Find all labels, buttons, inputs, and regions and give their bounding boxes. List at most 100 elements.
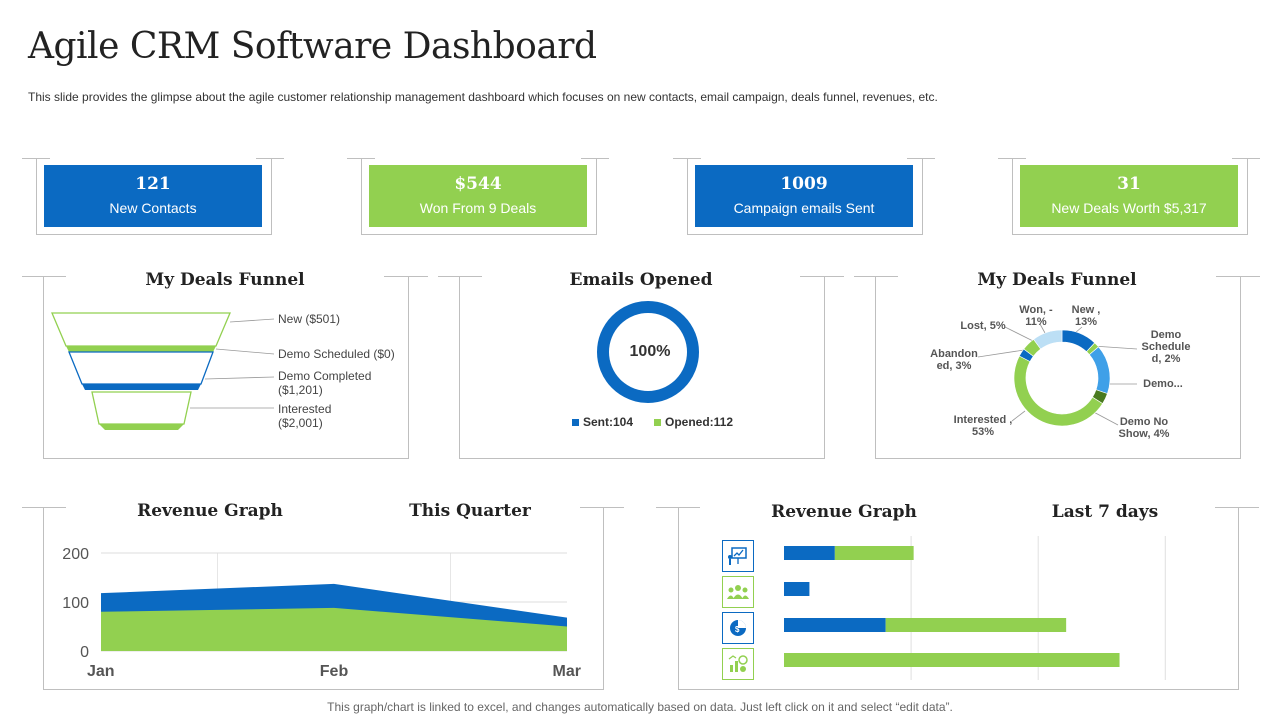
team-icon bbox=[727, 585, 749, 599]
panel-frame-line bbox=[384, 276, 428, 277]
donut-label-won: Won, - 11% bbox=[1019, 304, 1053, 328]
donut-leader-line bbox=[1092, 345, 1138, 350]
kpi-frame-line bbox=[581, 158, 609, 159]
kpi-card-campaign-emails: 1009 Campaign emails Sent bbox=[695, 165, 913, 227]
panel-frame-revenue-quarter bbox=[43, 507, 604, 690]
panel-frame-line bbox=[438, 276, 482, 277]
panel-frame-line bbox=[1216, 276, 1260, 277]
presentation-icon bbox=[728, 547, 747, 565]
kpi-value: 1009 bbox=[780, 174, 828, 194]
kpi-frame-line bbox=[1232, 158, 1260, 159]
funnel-label-demo-completed: Demo Completed ($1,201) bbox=[278, 369, 372, 397]
footer-note: This graph/chart is linked to excel, and… bbox=[327, 700, 953, 714]
budget-icon bbox=[728, 655, 748, 672]
area-x-tick-label: Feb bbox=[320, 663, 349, 680]
panel-frame-line bbox=[22, 507, 66, 508]
revenue-quarter-title: Revenue Graph bbox=[137, 501, 283, 521]
page-subtitle: This slide provides the glimpse about th… bbox=[28, 90, 938, 104]
funnel-leader-line bbox=[229, 318, 275, 323]
funnel-stage-demo-scheduled-bar bbox=[66, 346, 216, 352]
funnel-stage-demo-completed-bar bbox=[82, 384, 201, 390]
kpi-frame-line bbox=[347, 158, 375, 159]
kpi-frame-1 bbox=[36, 158, 272, 235]
bar-budget-series-2 bbox=[784, 653, 1120, 667]
kpi-frame-line bbox=[673, 158, 701, 159]
kpi-value: 121 bbox=[135, 174, 171, 194]
funnel-label-new: New ($501) bbox=[278, 312, 341, 326]
area-x-tick-label: Mar bbox=[553, 663, 581, 680]
kpi-frame-line bbox=[256, 158, 284, 159]
svg-text:$: $ bbox=[735, 625, 740, 634]
emails-legend-opened: Opened:112 bbox=[654, 415, 733, 429]
kpi-label: New Deals Worth $5,317 bbox=[1051, 200, 1207, 216]
panel-frame-funnel bbox=[43, 276, 409, 459]
panel-frame-line bbox=[854, 276, 898, 277]
kpi-label: New Contacts bbox=[109, 200, 197, 216]
kpi-frame-line bbox=[907, 158, 935, 159]
emails-donut bbox=[597, 301, 699, 403]
bar-finance-series-1 bbox=[784, 618, 886, 632]
area-x-tick-label: Jan bbox=[87, 663, 115, 680]
kpi-label: Won From 9 Deals bbox=[419, 200, 537, 216]
kpi-label: Campaign emails Sent bbox=[733, 200, 875, 216]
legend-swatch bbox=[572, 419, 579, 427]
kpi-card-new-deals: 31 New Deals Worth $5,317 bbox=[1020, 165, 1238, 227]
finance-icon: $ bbox=[730, 620, 746, 636]
panel-frame-emails bbox=[459, 276, 825, 459]
budget-icon-box bbox=[722, 648, 754, 680]
page-title: Agile CRM Software Dashboard bbox=[28, 26, 597, 67]
emails-legend-sent: Sent:104 bbox=[572, 415, 633, 429]
kpi-frame-line bbox=[22, 158, 50, 159]
donut-label-new: New , 13% bbox=[1071, 304, 1101, 328]
donut-leader-line bbox=[977, 349, 1025, 358]
area-y-tick-label: 200 bbox=[62, 546, 89, 563]
donut-label-demo-scheduled: Demo Schedule d, 2% bbox=[1141, 329, 1191, 365]
panel-frame-deals-donut bbox=[875, 276, 1241, 459]
legend-label: Opened:112 bbox=[665, 415, 734, 429]
area-y-tick-label: 0 bbox=[80, 644, 89, 661]
kpi-card-new-contacts: 121 New Contacts bbox=[44, 165, 262, 227]
finance-icon-box: $ bbox=[722, 612, 754, 644]
donut-label-lost: Lost, 5% bbox=[960, 320, 1006, 332]
panel-frame-line bbox=[22, 276, 66, 277]
funnel-leader-line bbox=[215, 348, 275, 355]
emails-donut-ring bbox=[597, 301, 699, 403]
donut-label-demo-other: Demo... bbox=[1143, 378, 1183, 390]
area-y-tick-label: 100 bbox=[62, 595, 89, 612]
funnel-label-demo-scheduled: Demo Scheduled ($0) bbox=[278, 347, 395, 361]
kpi-card-won-deals: $544 Won From 9 Deals bbox=[369, 165, 587, 227]
donut-leader-line bbox=[1039, 323, 1046, 334]
kpi-frame-2 bbox=[361, 158, 597, 235]
revenue-quarter-period: This Quarter bbox=[409, 501, 531, 521]
legend-swatch bbox=[654, 419, 661, 427]
donut-leader-line bbox=[1004, 326, 1034, 342]
kpi-value: 31 bbox=[1117, 174, 1141, 194]
panel-frame-revenue-week bbox=[678, 507, 1239, 690]
legend-label: Sent:104 bbox=[583, 415, 634, 429]
emails-title: Emails Opened bbox=[569, 270, 713, 290]
donut-slice-won bbox=[1033, 329, 1063, 350]
panel-frame-line bbox=[800, 276, 844, 277]
kpi-frame-4 bbox=[1012, 158, 1248, 235]
deals-donut-title: My Deals Funnel bbox=[977, 270, 1137, 290]
panel-frame-line bbox=[1215, 507, 1259, 508]
funnel-title: My Deals Funnel bbox=[145, 270, 305, 290]
funnel-leader-line bbox=[204, 376, 275, 380]
bar-presentation-series-1 bbox=[784, 546, 835, 560]
bar-team-series-1 bbox=[784, 582, 810, 596]
donut-leader-line bbox=[1011, 410, 1026, 422]
bar-presentation-series-2 bbox=[834, 546, 914, 560]
revenue-week-period: Last 7 days bbox=[1051, 502, 1159, 522]
area-series-1 bbox=[101, 607, 567, 651]
kpi-frame-line bbox=[998, 158, 1026, 159]
emails-center-label: 100% bbox=[629, 343, 671, 360]
donut-label-interested: Interested , 53% bbox=[953, 414, 1013, 438]
donut-label-abandoned: Abandon ed, 3% bbox=[930, 348, 978, 372]
panel-frame-line bbox=[656, 507, 700, 508]
donut-label-demo-no-show: Demo No Show, 4% bbox=[1118, 416, 1170, 440]
panel-frame-line bbox=[580, 507, 624, 508]
